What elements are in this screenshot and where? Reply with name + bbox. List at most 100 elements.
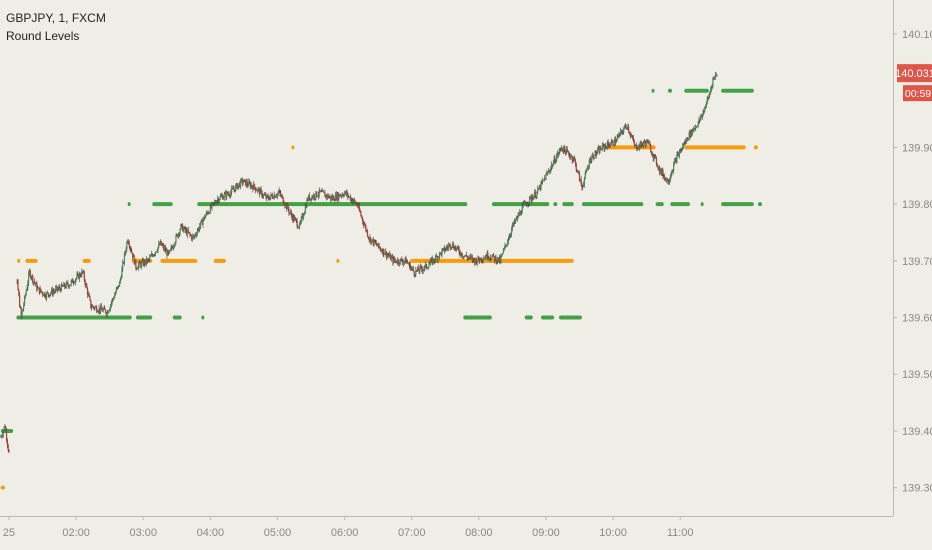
x-tick-label: 07:00 (398, 527, 426, 539)
candle-body (233, 189, 235, 191)
candle-body (675, 158, 677, 163)
candle-body (489, 257, 491, 259)
candle-body (641, 144, 644, 146)
candle-body (285, 203, 287, 207)
candle-body (650, 145, 652, 153)
candle-body (422, 269, 424, 271)
candle-body (369, 237, 371, 241)
candle-body (687, 139, 689, 140)
candle-body (679, 151, 681, 153)
candle-body (431, 258, 433, 264)
last-price-badge[interactable] (897, 64, 932, 83)
candle-body (56, 286, 58, 290)
candle-body (402, 261, 404, 264)
candle-body (235, 183, 238, 186)
price-axis-panel[interactable] (893, 0, 932, 550)
candle-body (78, 273, 80, 279)
candle-body (595, 151, 597, 155)
candle-body (119, 279, 121, 282)
candle-body (389, 254, 392, 260)
candle-body (55, 288, 57, 292)
candle-body (162, 245, 164, 246)
candle-body (262, 196, 264, 198)
candle-body (677, 153, 679, 155)
candle-body (476, 261, 478, 264)
candle-body (569, 154, 571, 158)
candle-body (430, 258, 432, 260)
candle-body (177, 233, 180, 237)
candle-body (330, 196, 332, 200)
green-level-segment (562, 202, 574, 207)
candle-body (344, 191, 347, 193)
candle-body (343, 192, 346, 196)
candle-body (441, 250, 443, 256)
candle-body (256, 190, 258, 192)
candle-body (82, 271, 85, 273)
candle-body (276, 193, 279, 197)
candle-body (503, 247, 505, 250)
candle-body (524, 201, 527, 204)
candle-body (661, 170, 663, 174)
candle-body (175, 235, 177, 243)
candle-body (658, 167, 660, 169)
candle-body (69, 284, 71, 286)
candle-body (359, 210, 361, 213)
candle-body (92, 305, 94, 308)
candle-body (474, 259, 476, 264)
candle-body (113, 295, 116, 299)
candle-body (289, 212, 292, 213)
candle-body (282, 197, 284, 204)
candle-body (208, 212, 211, 214)
candle-body (555, 156, 558, 162)
candle-body (8, 450, 10, 453)
candle-body (325, 194, 328, 198)
candle-body (124, 252, 126, 254)
symbol-title[interactable]: GBPJPY, 1, FXCM (6, 11, 106, 25)
candle-body (490, 258, 492, 260)
green-level-segment (172, 315, 182, 320)
candle-body (610, 144, 612, 146)
candle-body (127, 240, 130, 244)
candle-body (393, 258, 395, 263)
candle-body (356, 203, 358, 205)
candle-body (287, 204, 289, 210)
candle-body (537, 188, 540, 190)
candle-body (611, 140, 613, 142)
candle-body (480, 257, 482, 261)
candle-body (205, 212, 207, 216)
x-tick-label: 10:00 (599, 527, 627, 539)
candle-body (477, 256, 479, 262)
candle-body (632, 138, 635, 142)
candle-body (417, 267, 419, 271)
candle-body (695, 126, 697, 129)
candle-body (153, 254, 155, 257)
candle-body (47, 292, 49, 295)
candle-body (596, 152, 598, 155)
green-level-segment (541, 315, 555, 320)
candle-body (145, 258, 148, 263)
candle-body (270, 194, 272, 198)
candle-body (63, 283, 65, 287)
candle-body (479, 257, 482, 261)
candle-body (497, 257, 499, 262)
x-tick-label: 06:00 (331, 527, 359, 539)
candle-body (500, 256, 502, 262)
candle-body (578, 171, 580, 173)
candle-body (267, 196, 270, 199)
candle-body (188, 232, 190, 234)
candle-body (141, 260, 144, 263)
candle-body (586, 169, 588, 171)
candle-body (176, 234, 178, 236)
candle-body (68, 285, 70, 288)
candle-body (427, 267, 429, 269)
candle-body (669, 176, 671, 181)
candle-body (636, 144, 638, 150)
candle-body (626, 127, 628, 129)
candle-body (339, 195, 342, 197)
candle-body (285, 203, 288, 209)
indicator-label[interactable]: Round Levels (6, 29, 80, 43)
candle-body (524, 201, 526, 204)
candle-body (171, 247, 173, 248)
candle-body (298, 223, 301, 228)
